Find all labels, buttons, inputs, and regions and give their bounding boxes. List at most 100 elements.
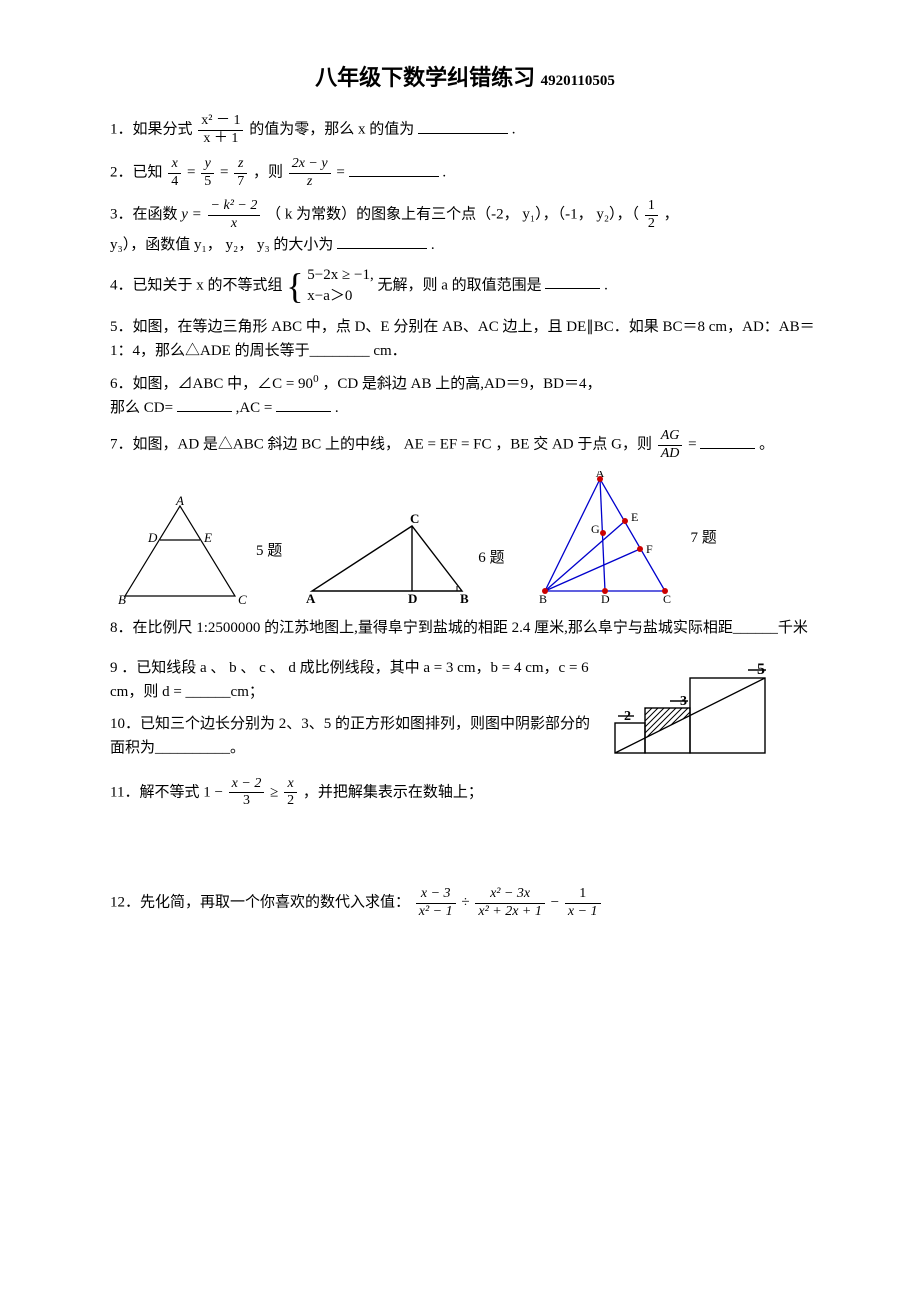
q4-system: 5−2x ≥ −1, x−a＞0 [307,265,373,307]
svg-text:E: E [203,530,212,545]
q7-frac: AGAD [658,428,683,463]
q2-eq2: = [220,165,232,181]
q9-q10-row: 9 ．已知线段 a 、 b 、 c 、 d 成比例线段，其中 a = 3 cm，… [110,648,820,768]
question-6: 6．如图，⊿ABC 中，∠C = 900 ，CD 是斜边 AB 上的高,AD＝9… [110,371,820,420]
q2-f4: 2x − yz [289,156,331,191]
squares-figure: 2 3 5 [610,648,820,758]
spacer [110,818,820,878]
page-title: 八年级下数学纠错练习 4920110505 [110,60,820,95]
triangle-7-svg: A B C D E F G [525,471,685,606]
fig7-label: 7 题 [691,526,717,550]
svg-text:D: D [601,592,610,606]
svg-text:A: A [175,496,184,508]
q2-eq3: = [336,165,348,181]
q7-period: 。 [759,437,774,453]
q11-text-a: 11．解不等式 [110,784,199,800]
q4-text-b: 无解，则 a 的取值范围是 [377,277,541,293]
q1-period: . [512,122,516,138]
question-4: 4．已知关于 x 的不等式组 { 5−2x ≥ −1, x−a＞0 无解，则 a… [110,265,820,307]
triangle-5-svg: A B C D E [110,496,250,606]
question-8: 8．在比例尺 1:2500000 的江苏地图上,量得阜宁到盐城的相距 2.4 厘… [110,616,820,640]
question-12: 12．先化简，再取一个你喜欢的数代入求值： x − 3x² − 1 ÷ x² −… [110,886,820,921]
q4-line1: 5−2x ≥ −1, [307,265,373,286]
figures-row: A B C D E 5 题 A B C D 6 题 [110,471,820,606]
figure-6: A B C D 6 题 [302,511,504,606]
brace-icon: { [286,270,303,302]
q3-period: . [431,237,435,253]
q12-div: ÷ [461,895,473,911]
q6-text-a: 6．如图，⊿ABC 中，∠C = 90 [110,376,313,392]
q2-period: . [442,165,446,181]
svg-text:B: B [118,592,126,606]
q11-geq: ≥ [270,784,282,800]
q7-blank [700,433,755,449]
figure-5: A B C D E 5 题 [110,496,282,606]
svg-text:C: C [663,592,671,606]
question-10: 10．已知三个边长分别为 2、3、5 的正方形如图排列，则图中阴影部分的面积为_… [110,712,595,760]
q6-text-b: ，CD 是斜边 AB 上的高,AD＝9，BD＝4， [322,376,601,392]
q2-eq1: = [187,165,199,181]
svg-text:F: F [646,542,653,556]
fig5-label: 5 题 [256,539,282,563]
q3-text-d: y₃），函数值 y₁， y₂， y₃ 的大小为 [110,237,333,253]
question-5: 5．如图，在等边三角形 ABC 中，点 D、E 分别在 AB、AC 边上，且 D… [110,315,820,363]
q3-blank [337,233,427,249]
q3-comma: ， [664,207,679,223]
q9-q10-text: 9 ．已知线段 a 、 b 、 c 、 d 成比例线段，其中 a = 3 cm，… [110,648,595,768]
q6-period: . [335,400,339,416]
svg-text:B: B [539,592,547,606]
svg-text:E: E [631,510,638,524]
question-2: 2．已知 x4 = y5 = z7 ，则 2x − yz = . [110,156,820,191]
question-11: 11．解不等式 1 − x − 23 ≥ x2 ，并把解集表示在数轴上； [110,776,820,811]
svg-text:B: B [460,591,469,606]
q3-half: 12 [645,198,658,233]
q11-f2: x2 [284,776,297,811]
q4-period: . [604,277,608,293]
q3-frac: − k² − 2x [208,198,261,233]
q6-sup: 0 [313,373,319,385]
title-main: 八年级下数学纠错练习 [315,65,535,90]
q2-blank [349,161,439,177]
title-code: 4920110505 [541,73,615,89]
svg-text:D: D [147,530,158,545]
q2-f3: z7 [234,156,247,191]
q7-eq: = [688,437,700,453]
q12-f1: x − 3x² − 1 [416,886,456,921]
q1-blank [418,118,508,134]
q6-text-d: ,AC = [236,400,277,416]
q12-f3: 1x − 1 [565,886,601,921]
svg-text:C: C [410,511,419,526]
q1-num: x² － 1 [198,113,243,131]
q1-fraction: x² － 1 x ＋ 1 [198,113,243,148]
svg-text:A: A [595,471,604,480]
q3-text-b: （ k 为常数）的图象上有三个点（-2， y₁），（-1， y₂），（ [266,207,639,223]
question-7: 7．如图，AD 是△ABC 斜边 BC 上的中线， AE = EF = FC ，… [110,428,820,463]
q2-f2: y5 [201,156,214,191]
svg-text:G: G [591,522,600,536]
q6-blank2 [276,396,331,412]
q6-blank1 [177,396,232,412]
fig6-label: 6 题 [478,546,504,570]
q4-line2: x−a＞0 [307,286,373,307]
question-1: 1．如果分式 x² － 1 x ＋ 1 的值为零，那么 x 的值为 . [110,113,820,148]
q1-text-b: 的值为零，那么 x 的值为 [249,122,414,138]
q4-blank [545,273,600,289]
q3-text-a: 3．在函数 [110,207,181,223]
q6-text-c: 那么 CD= [110,400,177,416]
q1-text-a: 1．如果分式 [110,122,193,138]
svg-text:C: C [238,592,247,606]
q11-f1: x − 23 [229,776,265,811]
q3-yeq: y = [181,207,205,223]
figure-7: A B C D E F G 7 题 [525,471,717,606]
question-3: 3．在函数 y = − k² − 2x （ k 为常数）的图象上有三个点（-2，… [110,198,820,257]
svg-text:A: A [306,591,316,606]
q12-minus: − [551,895,563,911]
q12-text-a: 12．先化简，再取一个你喜欢的数代入求值： [110,895,410,911]
q7-text-a: 7．如图，AD 是△ABC 斜边 BC 上的中线， AE = EF = FC ，… [110,437,652,453]
q2-f1: x4 [168,156,181,191]
question-9: 9 ．已知线段 a 、 b 、 c 、 d 成比例线段，其中 a = 3 cm，… [110,656,595,704]
q2-text-a: 2．已知 [110,165,163,181]
q2-text-b: ，则 [253,165,283,181]
svg-text:D: D [408,591,417,606]
q4-text-a: 4．已知关于 x 的不等式组 [110,277,283,293]
